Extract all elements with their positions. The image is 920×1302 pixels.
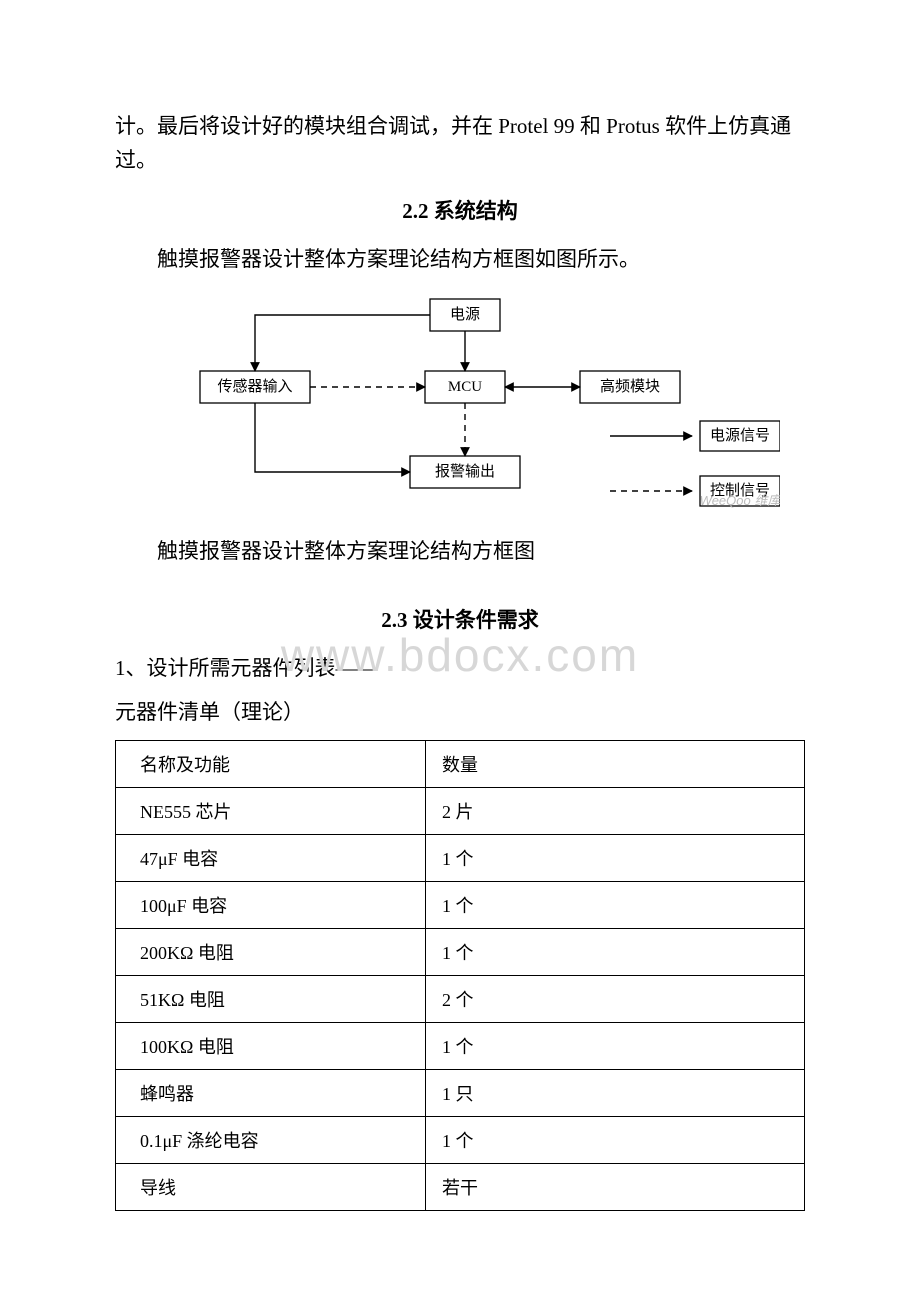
component-qty-cell: 1 个 xyxy=(426,1116,805,1163)
diagram-caption: 触摸报警器设计整体方案理论结构方框图 xyxy=(115,535,805,569)
intro-paragraph: 计。最后将设计好的模块组合调试，并在 Protel 99 和 Protus 软件… xyxy=(115,110,805,177)
table-row: 0.1μF 涤纶电容1 个 xyxy=(116,1116,805,1163)
table-row: 51KΩ 电阻2 个 xyxy=(116,975,805,1022)
svg-text:MCU: MCU xyxy=(448,379,482,395)
component-name-cell: NE555 芯片 xyxy=(116,787,426,834)
component-name-cell: 0.1μF 涤纶电容 xyxy=(116,1116,426,1163)
section-2-2-lead: 触摸报警器设计整体方案理论结构方框图如图所示。 xyxy=(115,243,805,277)
component-qty-cell: 1 个 xyxy=(426,928,805,975)
component-name-cell: 200KΩ 电阻 xyxy=(116,928,426,975)
component-list-intro-2: 元器件清单（理论） xyxy=(115,696,805,730)
component-name-cell: 51KΩ 电阻 xyxy=(116,975,426,1022)
component-qty-cell: 1 个 xyxy=(426,1022,805,1069)
svg-text:电源信号: 电源信号 xyxy=(710,427,770,444)
section-2-2-heading: 2.2 系统结构 xyxy=(115,195,805,225)
svg-text:WeeQoo 维库: WeeQoo 维库 xyxy=(700,493,780,508)
component-qty-cell: 1 只 xyxy=(426,1069,805,1116)
table-row: NE555 芯片2 片 xyxy=(116,787,805,834)
table-row: 100KΩ 电阻1 个 xyxy=(116,1022,805,1069)
svg-text:高频模块: 高频模块 xyxy=(600,378,660,395)
table-row: 蜂鸣器1 只 xyxy=(116,1069,805,1116)
component-name-cell: 100KΩ 电阻 xyxy=(116,1022,426,1069)
svg-text:报警输出: 报警输出 xyxy=(435,463,495,480)
table-header-qty: 数量 xyxy=(426,740,805,787)
table-row: 导线若干 xyxy=(116,1163,805,1210)
component-qty-cell: 2 个 xyxy=(426,975,805,1022)
component-qty-cell: 2 片 xyxy=(426,787,805,834)
component-name-cell: 100μF 电容 xyxy=(116,881,426,928)
table-row: 47μF 电容1 个 xyxy=(116,834,805,881)
document-page: 计。最后将设计好的模块组合调试，并在 Protel 99 和 Protus 软件… xyxy=(0,0,920,1302)
component-qty-cell: 若干 xyxy=(426,1163,805,1210)
section-2-3-heading: 2.3 设计条件需求 xyxy=(115,604,805,634)
components-table: 名称及功能数量NE555 芯片2 片47μF 电容1 个100μF 电容1 个2… xyxy=(115,740,805,1211)
component-qty-cell: 1 个 xyxy=(426,881,805,928)
component-name-cell: 蜂鸣器 xyxy=(116,1069,426,1116)
component-qty-cell: 1 个 xyxy=(426,834,805,881)
table-header-name: 名称及功能 xyxy=(116,740,426,787)
component-list-intro-1: 1、设计所需元器件列表—— xyxy=(115,652,805,686)
svg-text:电源: 电源 xyxy=(450,306,480,323)
svg-text:传感器输入: 传感器输入 xyxy=(217,378,292,395)
component-name-cell: 47μF 电容 xyxy=(116,834,426,881)
component-name-cell: 导线 xyxy=(116,1163,426,1210)
table-row: 200KΩ 电阻1 个 xyxy=(116,928,805,975)
block-diagram: 电源传感器输入MCU高频模块报警输出电源信号控制信号WeeQoo 维库 xyxy=(140,291,780,521)
table-row: 100μF 电容1 个 xyxy=(116,881,805,928)
